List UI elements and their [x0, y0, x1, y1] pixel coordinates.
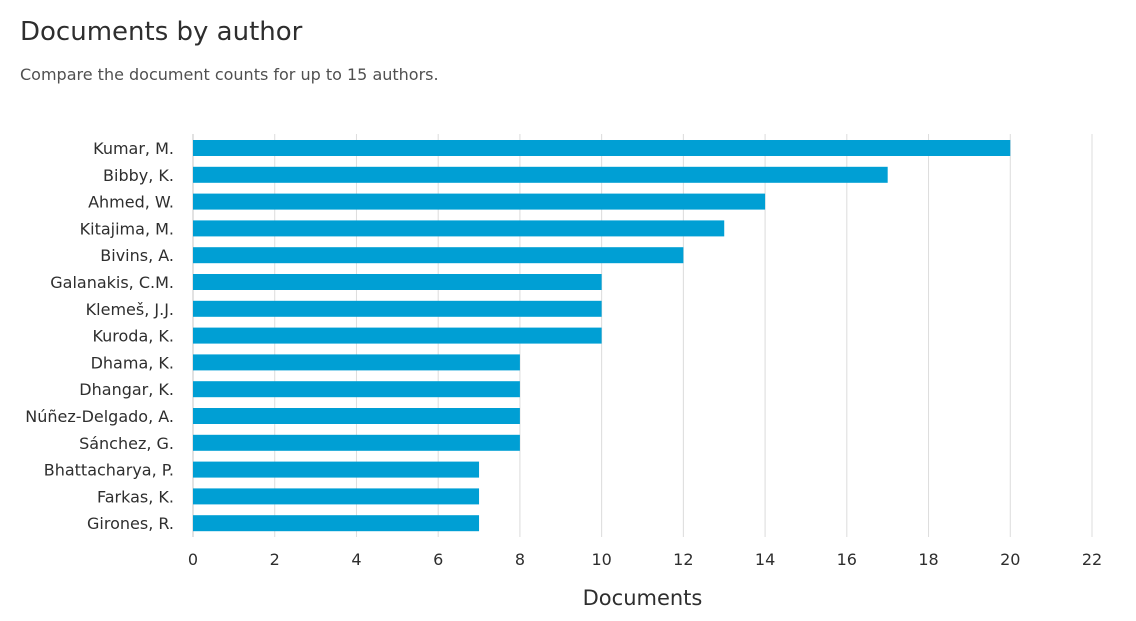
x-tick-label: 18 [918, 550, 938, 569]
bar[interactable] [193, 461, 480, 478]
category-label: Galanakis, C.M. [50, 273, 174, 292]
bar[interactable] [193, 434, 520, 451]
x-tick-label: 14 [755, 550, 775, 569]
bar[interactable] [193, 515, 480, 532]
chart-title: Documents by author [20, 17, 303, 47]
category-label: Kuroda, K. [92, 327, 174, 346]
x-tick-label: 12 [673, 550, 693, 569]
category-label: Girones, R. [87, 514, 174, 533]
bar[interactable] [193, 166, 888, 183]
x-tick-label: 2 [270, 550, 280, 569]
category-label: Kitajima, M. [80, 219, 174, 238]
bar[interactable] [193, 488, 480, 505]
category-label: Núñez-Delgado, A. [25, 407, 174, 426]
x-tick-label: 4 [351, 550, 361, 569]
bar[interactable] [193, 408, 520, 424]
bar[interactable] [193, 193, 766, 210]
x-tick-label: 22 [1082, 550, 1102, 569]
bar[interactable] [193, 327, 602, 344]
bar[interactable] [193, 274, 602, 290]
bars [193, 140, 1011, 532]
category-label: Dhangar, K. [79, 380, 174, 399]
x-tick-label: 8 [515, 550, 525, 569]
category-label: Bivins, A. [100, 246, 174, 265]
category-label: Farkas, K. [97, 487, 174, 506]
x-tick-label: 0 [188, 550, 198, 569]
chart-subtitle: Compare the document counts for up to 15… [20, 65, 439, 84]
category-label: Bhattacharya, P. [44, 461, 174, 480]
bar[interactable] [193, 220, 725, 237]
x-tick-label: 16 [837, 550, 857, 569]
bar[interactable] [193, 381, 520, 398]
x-axis-title: Documents [583, 586, 703, 610]
bar[interactable] [193, 354, 520, 371]
bar[interactable] [193, 140, 1011, 156]
x-tick-label: 6 [433, 550, 443, 569]
category-label: Klemeš, J.J. [86, 300, 174, 319]
bar[interactable] [193, 247, 684, 264]
x-tick-labels: 0 2 4 6 8 10 12 14 16 18 20 22 [188, 550, 1102, 569]
category-label: Dhama, K. [91, 353, 174, 372]
category-label: Ahmed, W. [88, 193, 174, 212]
category-labels: Kumar, M. Bibby, K. Ahmed, W. Kitajima, M. B… [25, 139, 174, 533]
bar[interactable] [193, 300, 602, 317]
x-tick-label: 20 [1000, 550, 1020, 569]
category-label: Kumar, M. [93, 139, 174, 158]
category-label: Bibby, K. [103, 166, 174, 185]
category-label: Sánchez, G. [79, 434, 174, 453]
x-tick-label: 10 [591, 550, 611, 569]
